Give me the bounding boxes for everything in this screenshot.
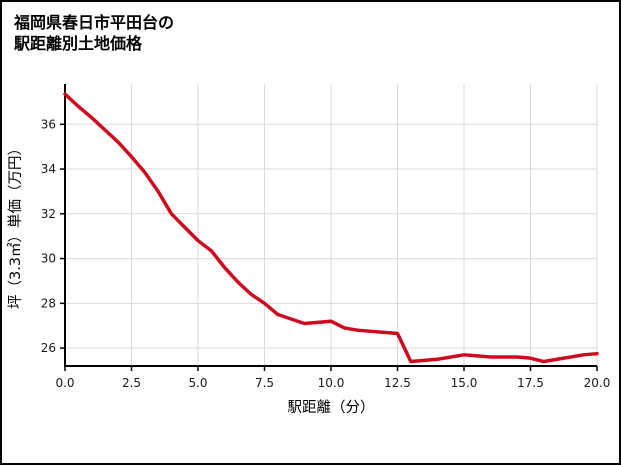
svg-text:2.5: 2.5: [122, 376, 141, 390]
svg-text:17.5: 17.5: [517, 376, 544, 390]
tick-labels: 0.0 2.5 5.0 7.5 10.0 12.5 15.0 17.5 20.0 26 28 30 32…: [41, 118, 611, 391]
svg-text:駅距離（分）: 駅距離（分）: [288, 398, 375, 416]
axis-labels: 駅距離（分） 坪（3.3㎡）単価（万円）: [7, 141, 375, 416]
axes: [60, 84, 598, 372]
gridlines: [64, 84, 598, 367]
svg-text:30: 30: [41, 252, 56, 266]
line-chart: 0.0 2.5 5.0 7.5 10.0 12.5 15.0 17.5 20.0 26 28 30 32…: [7, 84, 611, 416]
chart-title-line1: 福岡県春日市平田台の: [14, 13, 175, 32]
svg-text:10.0: 10.0: [318, 376, 345, 390]
chart-title: 福岡県春日市平田台の 駅距離別土地価格: [2, 2, 619, 54]
series-line: [63, 92, 599, 364]
svg-text:28: 28: [41, 297, 56, 311]
svg-text:7.5: 7.5: [255, 376, 274, 390]
svg-text:20.0: 20.0: [584, 376, 611, 390]
svg-text:5.0: 5.0: [188, 376, 207, 390]
svg-text:0.0: 0.0: [55, 376, 74, 390]
svg-text:坪（3.3㎡）単価（万円）: 坪（3.3㎡）単価（万円）: [7, 141, 24, 309]
svg-text:15.0: 15.0: [451, 376, 478, 390]
svg-text:32: 32: [41, 207, 56, 221]
svg-text:36: 36: [41, 118, 56, 132]
svg-text:26: 26: [41, 341, 56, 355]
chart-title-line2: 駅距離別土地価格: [14, 34, 143, 54]
svg-text:12.5: 12.5: [384, 376, 411, 390]
svg-text:34: 34: [41, 162, 56, 176]
